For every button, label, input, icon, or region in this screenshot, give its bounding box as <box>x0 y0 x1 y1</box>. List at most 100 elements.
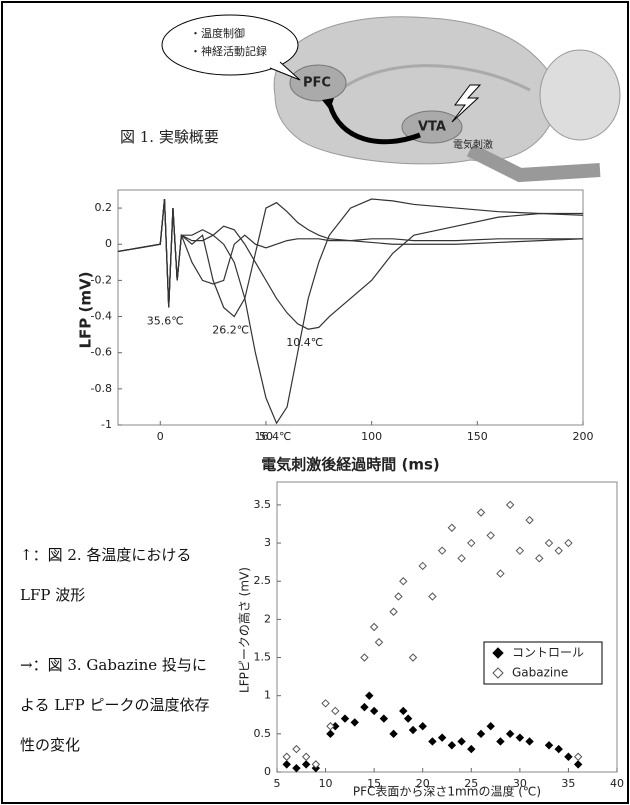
trace-label: 35.6℃ <box>147 315 184 328</box>
point <box>390 608 397 615</box>
point <box>361 704 368 711</box>
legend-label: Gabazine <box>512 666 568 680</box>
point <box>546 540 553 547</box>
point <box>283 753 290 760</box>
point <box>448 742 455 749</box>
point <box>332 707 339 714</box>
x-tick-label: 100 <box>361 430 382 443</box>
y-tick-label: 1 <box>264 689 271 702</box>
point <box>468 746 475 753</box>
x-tick-label: 0 <box>157 430 164 443</box>
page: ・温度制御 ・神経活動記録 PFC VTA 電気刺激 図 1. 実験概要 050… <box>0 0 630 805</box>
region-label: VTA <box>418 120 446 135</box>
point <box>526 517 533 524</box>
y-tick-label: 0 <box>105 237 112 250</box>
point <box>303 761 310 768</box>
point <box>546 742 553 749</box>
x-tick-label: 35 <box>561 777 575 790</box>
trace <box>118 199 583 329</box>
x-tick-label: 10 <box>319 777 333 790</box>
x-tick-label: 40 <box>610 777 624 790</box>
point <box>303 753 310 760</box>
y-axis-label: LFP (mV) <box>77 272 95 349</box>
y-tick-label: -0.8 <box>91 382 112 395</box>
point <box>327 730 334 737</box>
x-tick-label: 5 <box>274 777 281 790</box>
x-axis-label: PFC表面から深さ1mmの温度 (℃) <box>353 784 541 799</box>
point <box>366 692 373 699</box>
y-tick-label: 3 <box>264 536 271 549</box>
point <box>327 723 334 730</box>
point <box>405 715 412 722</box>
y-axis-label: LFPピークの高さ (mV) <box>237 567 252 693</box>
point <box>293 765 300 772</box>
point <box>458 738 465 745</box>
point <box>507 730 514 737</box>
point <box>410 654 417 661</box>
y-tick-label: -1 <box>101 418 112 431</box>
point <box>478 730 485 737</box>
brain-diagram: ・温度制御 ・神経活動記録 PFC VTA 電気刺激 <box>162 15 620 175</box>
point <box>419 562 426 569</box>
point <box>371 624 378 631</box>
y-tick-label: 0 <box>264 765 271 778</box>
point <box>371 707 378 714</box>
point <box>575 753 582 760</box>
y-tick-label: 2 <box>264 612 271 625</box>
point <box>439 734 446 741</box>
y-tick-label: 2.5 <box>254 574 272 587</box>
point <box>351 719 358 726</box>
point <box>565 753 572 760</box>
point <box>322 700 329 707</box>
point <box>361 654 368 661</box>
point <box>390 730 397 737</box>
trace <box>118 199 583 423</box>
point <box>565 540 572 547</box>
trace-label: 16.4℃ <box>255 430 292 443</box>
point <box>376 639 383 646</box>
point <box>555 746 562 753</box>
point <box>458 555 465 562</box>
caption: →：図 3. Gabazine 投与による LFP ピークの温度依存性の変化 <box>20 645 220 765</box>
stimulus-label: 電気刺激 <box>453 138 493 151</box>
legend-label: コントロール <box>512 646 584 660</box>
point <box>400 578 407 585</box>
point <box>497 738 504 745</box>
y-tick-label: 1.5 <box>254 651 272 664</box>
point <box>478 509 485 516</box>
point <box>395 593 402 600</box>
point <box>555 547 562 554</box>
trace-label: 10.4℃ <box>286 336 323 349</box>
point <box>429 593 436 600</box>
point <box>487 723 494 730</box>
point <box>536 555 543 562</box>
point <box>448 524 455 531</box>
point <box>575 761 582 768</box>
x-tick-label: 150 <box>467 430 488 443</box>
point <box>429 738 436 745</box>
point <box>380 715 387 722</box>
x-tick-label: 200 <box>573 430 594 443</box>
caption: ↑：図 2. 各温度における LFP 波形 <box>20 535 220 615</box>
point <box>400 707 407 714</box>
point <box>516 547 523 554</box>
x-axis-label: 電気刺激後経過時間 (ms) <box>261 456 440 474</box>
y-tick-label: 3.5 <box>254 498 272 511</box>
region-label: PFC <box>303 76 331 91</box>
plot-frame <box>277 482 617 772</box>
bubble-line: ・温度制御 <box>190 26 245 40</box>
point <box>516 734 523 741</box>
point <box>526 738 533 745</box>
figure-caption: 図 1. 実験概要 <box>120 128 219 146</box>
point <box>487 532 494 539</box>
point <box>342 715 349 722</box>
y-tick-label: 0.2 <box>95 201 113 214</box>
point <box>468 540 475 547</box>
bubble-line: ・神経活動記録 <box>190 44 267 58</box>
point <box>410 727 417 734</box>
point <box>283 761 290 768</box>
point <box>507 501 514 508</box>
trace-label: 26.2℃ <box>212 324 249 337</box>
point <box>293 746 300 753</box>
y-tick-label: 0.5 <box>254 727 272 740</box>
